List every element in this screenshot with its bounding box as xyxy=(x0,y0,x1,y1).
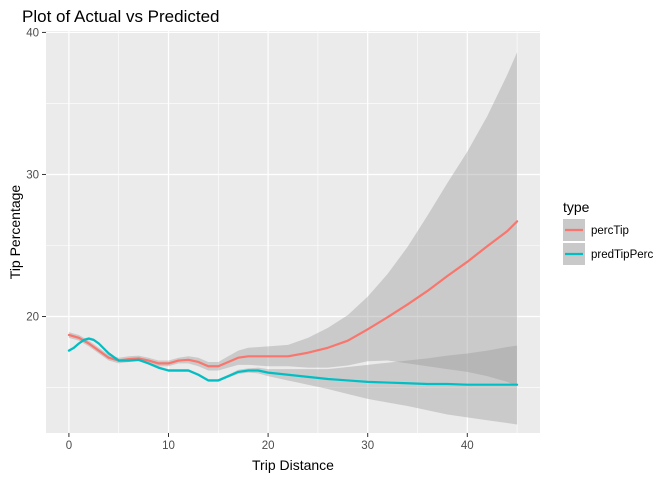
x-tick-label: 30 xyxy=(361,440,374,452)
predTipPerc-confidence-band xyxy=(68,337,518,425)
plot-panel xyxy=(46,31,540,433)
percTip-confidence-band xyxy=(68,52,518,387)
y-axis-title: Tip Percentage xyxy=(7,185,23,280)
chart-title: Plot of Actual vs Predicted xyxy=(22,7,220,26)
legend-title: type xyxy=(563,199,590,215)
predTipPerc-line xyxy=(67,337,519,386)
y-tick-label: 20 xyxy=(26,312,39,324)
x-tick-label: 0 xyxy=(66,440,72,452)
y-tick-label: 30 xyxy=(26,169,39,181)
gridlines xyxy=(46,31,540,433)
legend-item-predTipPerc: predTipPerc xyxy=(563,243,653,265)
legend-items: percTip predTipPerc xyxy=(563,219,653,265)
series-lines xyxy=(67,220,519,386)
x-tick-label: 10 xyxy=(162,440,175,452)
legend-label: percTip xyxy=(591,225,629,237)
legend: type percTip predTipPerc xyxy=(563,199,653,265)
axis-ticks: 0 10 20 30 40 20 30 40 xyxy=(26,27,473,452)
x-tick-label: 40 xyxy=(461,440,474,452)
confidence-bands xyxy=(68,52,518,425)
y-tick-label: 40 xyxy=(26,27,39,39)
x-tick-label: 20 xyxy=(262,440,275,452)
legend-item-percTip: percTip xyxy=(563,219,629,241)
legend-label: predTipPerc xyxy=(591,249,653,261)
x-axis-title: Trip Distance xyxy=(252,457,334,473)
